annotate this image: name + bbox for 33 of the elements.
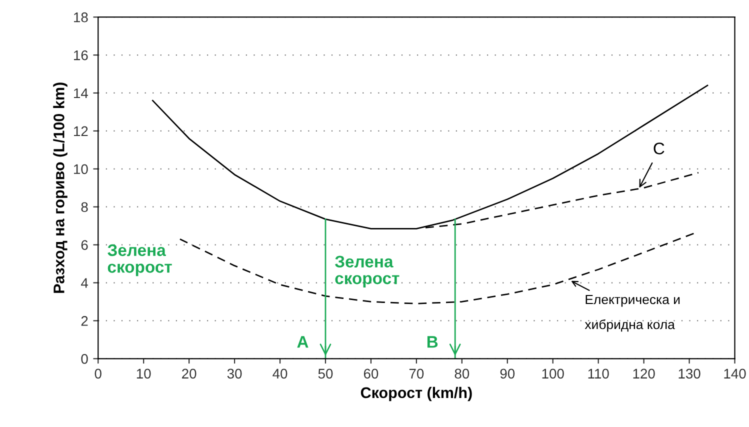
annotation: Зелена скорост <box>108 244 172 276</box>
annotation: Зелена скорост <box>334 256 400 288</box>
x-tick-label: 100 <box>542 368 564 379</box>
x-tick-label: 70 <box>409 368 424 379</box>
ref-line-label: B <box>427 336 438 348</box>
x-tick-label: 0 <box>94 368 102 379</box>
y-tick-label: 18 <box>74 12 88 22</box>
x-tick-label: 110 <box>588 368 609 379</box>
ref-line-label: A <box>297 336 308 348</box>
x-tick-label: 120 <box>633 368 655 379</box>
x-tick-label: 80 <box>454 368 470 379</box>
annotation: Електрическа и хибридна кола <box>584 294 680 332</box>
y-tick-label: 8 <box>81 202 88 212</box>
y-tick-label: 14 <box>74 88 88 98</box>
x-tick-label: 50 <box>318 368 333 379</box>
y-tick-label: 16 <box>74 50 88 60</box>
annotation: C <box>654 142 664 154</box>
x-tick-label: 30 <box>227 368 242 379</box>
x-tick-label: 130 <box>678 368 700 379</box>
y-tick-label: 4 <box>80 278 88 288</box>
y-tick-label: 0 <box>81 354 88 364</box>
y-axis-title: Разход на гориво (L/100 km) <box>53 82 68 293</box>
x-tick-label: 90 <box>500 368 515 379</box>
x-axis-title: Скорост (km/h) <box>360 386 472 402</box>
x-tick-label: 20 <box>182 368 196 379</box>
x-tick-label: 10 <box>136 368 151 379</box>
y-tick-label: 12 <box>74 126 88 136</box>
y-tick-label: 10 <box>74 164 88 174</box>
x-tick-label: 60 <box>364 368 378 379</box>
x-tick-label: 40 <box>272 368 288 379</box>
y-tick-label: 2 <box>81 316 88 326</box>
y-tick-label: 6 <box>81 240 88 250</box>
x-tick-label: 140 <box>724 368 746 379</box>
